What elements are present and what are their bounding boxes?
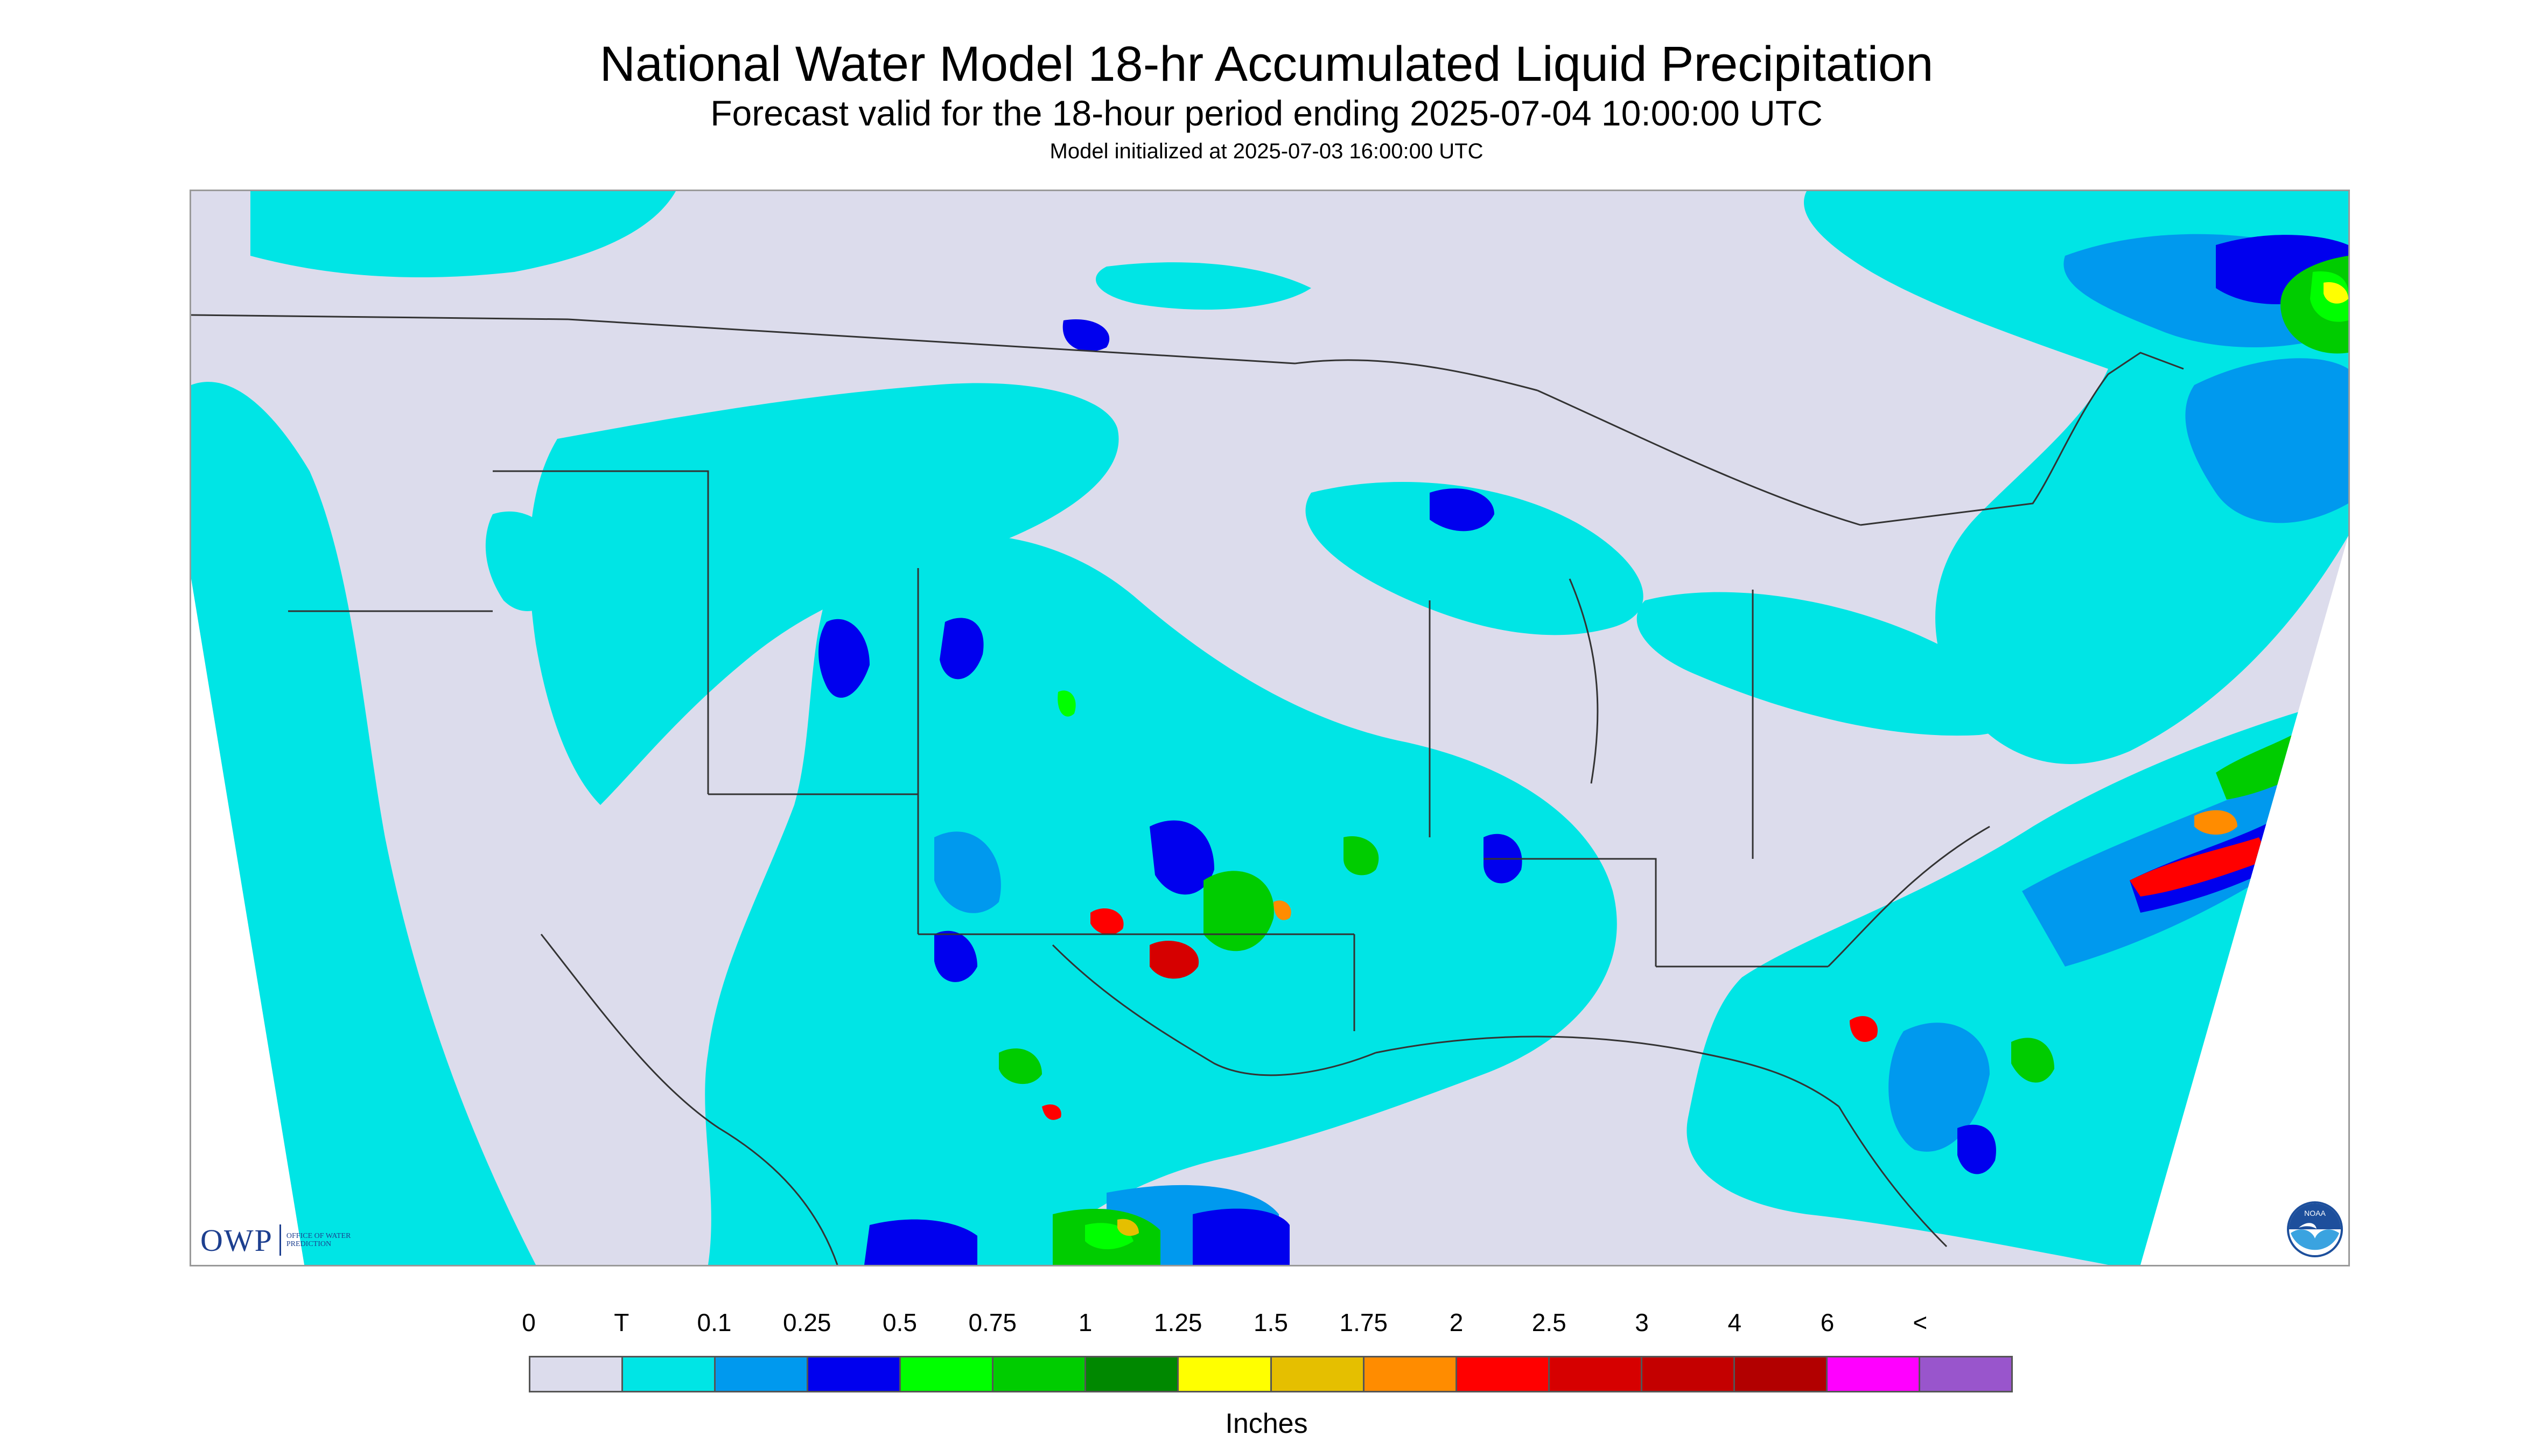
legend-units: Inches (1225, 1408, 1308, 1439)
legend-swatch (993, 1357, 1087, 1391)
owp-logo-letters: OWP (200, 1222, 273, 1258)
owp-logo-divider (279, 1224, 281, 1256)
map-boundaries (191, 314, 2184, 1265)
precip-red-areas (1042, 837, 2270, 1120)
legend-swatch (1549, 1357, 1642, 1391)
legend-swatch (623, 1357, 716, 1391)
legend-swatch (901, 1357, 994, 1391)
noaa-logo-icon: NOAA (2287, 1201, 2343, 1257)
legend-label: 0.25 (782, 1308, 831, 1336)
model-init-time: Model initialized at 2025-07-03 16:00:00… (1049, 139, 1484, 163)
legend-swatch (1364, 1357, 1457, 1391)
legend-color-bar (529, 1356, 2013, 1392)
owp-logo-icon: OWP OFFICE OF WATER PREDICTION (200, 1221, 356, 1259)
map-domain (191, 191, 2348, 1265)
owp-logo-text: OFFICE OF WATER PREDICTION (286, 1232, 351, 1248)
legend-swatch (530, 1357, 624, 1391)
map-subtitle: Forecast valid for the 18-hour period en… (710, 93, 1823, 133)
legend-swatch (1271, 1357, 1365, 1391)
map-title: National Water Model 18-hr Accumulated L… (599, 37, 1934, 92)
legend-label: 6 (1820, 1308, 1835, 1336)
legend-swatch (1827, 1357, 1920, 1391)
legend-swatch (1734, 1357, 1828, 1391)
legend-label: 1.25 (1153, 1308, 1202, 1336)
legend-label: 1 (1078, 1308, 1093, 1336)
legend-label: 2.5 (1531, 1308, 1566, 1336)
noaa-logo-text: NOAA (2304, 1209, 2326, 1217)
legend-swatch (1086, 1357, 1179, 1391)
legend-label: 0.5 (883, 1308, 917, 1336)
legend-label: 0.75 (968, 1308, 1017, 1336)
legend-swatch (1179, 1357, 1272, 1391)
legend-swatch (1920, 1357, 2011, 1391)
legend-swatch (716, 1357, 809, 1391)
legend-label: 1.5 (1254, 1308, 1288, 1336)
legend-label: 0 (522, 1308, 536, 1336)
legend-labels: 0 T 0.1 0.25 0.5 0.75 1 1.25 1.5 1.75 2 2.5 3 4 6 < (522, 1307, 2013, 1340)
legend-label: T (614, 1308, 629, 1336)
legend-label: 3 (1635, 1308, 1649, 1336)
legend-label: < (1913, 1308, 1928, 1336)
legend-label: 4 (1727, 1308, 1742, 1336)
legend-label: 1.75 (1339, 1308, 1388, 1336)
legend-swatch (808, 1357, 901, 1391)
precipitation-map (190, 190, 2350, 1266)
legend-label: 2 (1449, 1308, 1464, 1336)
legend-label: 0.1 (697, 1308, 732, 1336)
precip-legend: 0 T 0.1 0.25 0.5 0.75 1 1.25 1.5 1.75 2 2.5 3 4 6 < (522, 1307, 2013, 1392)
map-canvas (191, 191, 2348, 1265)
precip-yellow-orange-areas (1117, 282, 2348, 1236)
legend-swatch (1457, 1357, 1550, 1391)
legend-swatch (1642, 1357, 1735, 1391)
